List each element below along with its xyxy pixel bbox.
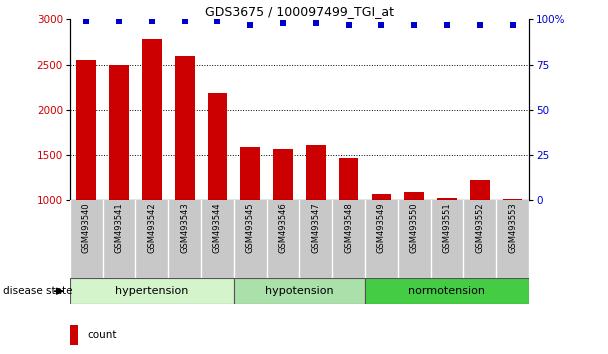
Point xyxy=(180,18,190,24)
Text: GSM493540: GSM493540 xyxy=(82,202,91,253)
Point xyxy=(442,22,452,28)
Bar xyxy=(175,56,195,200)
Bar xyxy=(70,278,234,304)
Bar xyxy=(70,325,78,345)
Bar xyxy=(371,194,392,200)
Text: disease state: disease state xyxy=(3,286,72,296)
Point xyxy=(114,18,124,24)
Point xyxy=(409,22,419,28)
Text: GSM493553: GSM493553 xyxy=(508,202,517,253)
Title: GDS3675 / 100097499_TGI_at: GDS3675 / 100097499_TGI_at xyxy=(205,5,394,18)
Point xyxy=(508,22,517,28)
Text: GSM493546: GSM493546 xyxy=(278,202,288,253)
Bar xyxy=(234,278,365,304)
Text: GSM493550: GSM493550 xyxy=(410,202,419,253)
Point xyxy=(475,22,485,28)
Bar xyxy=(339,158,359,200)
Point xyxy=(278,20,288,26)
Point xyxy=(213,18,223,24)
Bar xyxy=(306,145,326,200)
Text: GSM493547: GSM493547 xyxy=(311,202,320,253)
Text: hypertension: hypertension xyxy=(115,286,188,296)
Bar xyxy=(77,60,96,200)
Text: GSM493551: GSM493551 xyxy=(443,202,452,253)
Text: count: count xyxy=(88,330,117,340)
Text: GSM493541: GSM493541 xyxy=(114,202,123,253)
Text: GSM493543: GSM493543 xyxy=(180,202,189,253)
Bar xyxy=(273,149,293,200)
Point xyxy=(311,20,320,26)
Text: GSM493545: GSM493545 xyxy=(246,202,255,253)
Bar xyxy=(404,192,424,200)
Bar xyxy=(437,198,457,200)
Bar xyxy=(470,180,489,200)
Text: GSM493552: GSM493552 xyxy=(475,202,485,253)
Text: GSM493549: GSM493549 xyxy=(377,202,386,253)
Bar xyxy=(142,39,162,200)
Bar xyxy=(240,147,260,200)
Bar xyxy=(365,278,529,304)
Bar xyxy=(503,199,522,200)
Text: GSM493542: GSM493542 xyxy=(147,202,156,253)
Point xyxy=(147,18,157,24)
Bar xyxy=(109,64,129,200)
Point xyxy=(344,22,353,28)
Text: GSM493548: GSM493548 xyxy=(344,202,353,253)
Point xyxy=(246,22,255,28)
Point xyxy=(81,18,91,24)
Text: GSM493544: GSM493544 xyxy=(213,202,222,253)
Bar xyxy=(207,93,227,200)
Point xyxy=(376,22,386,28)
Text: hypotension: hypotension xyxy=(265,286,334,296)
Text: normotension: normotension xyxy=(409,286,486,296)
